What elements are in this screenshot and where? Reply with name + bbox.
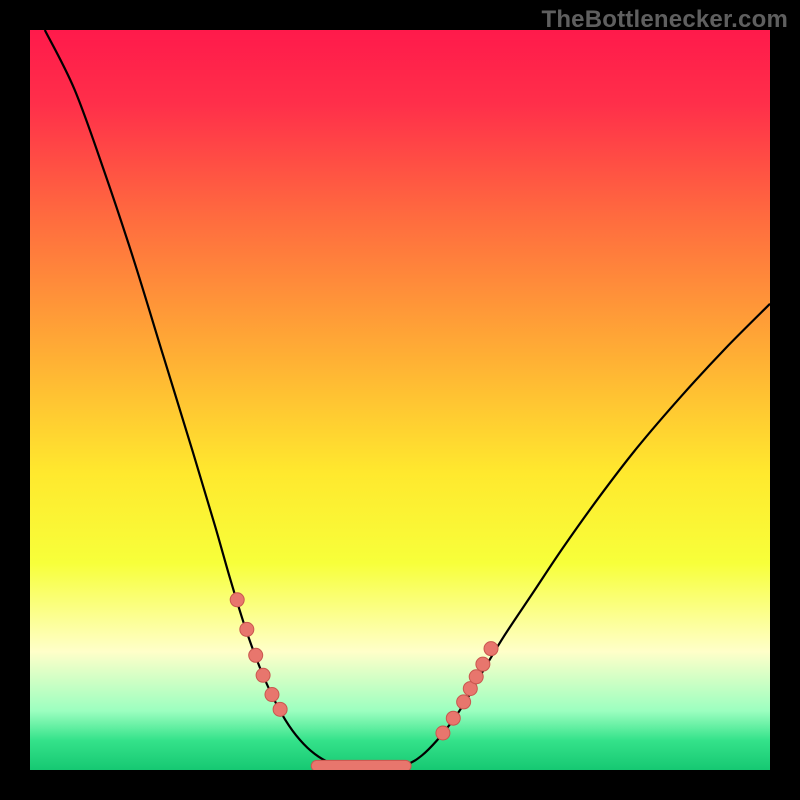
curve-marker [273,702,287,716]
curve-marker [484,642,498,656]
curve-marker [256,668,270,682]
curve-marker [457,695,471,709]
curve-marker [446,711,460,725]
curve-marker [249,648,263,662]
curve-marker [265,688,279,702]
chart-frame: TheBottlenecker.com [0,0,800,800]
chart-svg [30,30,770,770]
plot-area [30,30,770,770]
curve-marker [476,657,490,671]
bottom-marker-band [311,760,411,770]
curve-marker [469,670,483,684]
curve-marker [240,622,254,636]
gradient-background [30,30,770,770]
curve-marker [230,593,244,607]
curve-marker [436,726,450,740]
